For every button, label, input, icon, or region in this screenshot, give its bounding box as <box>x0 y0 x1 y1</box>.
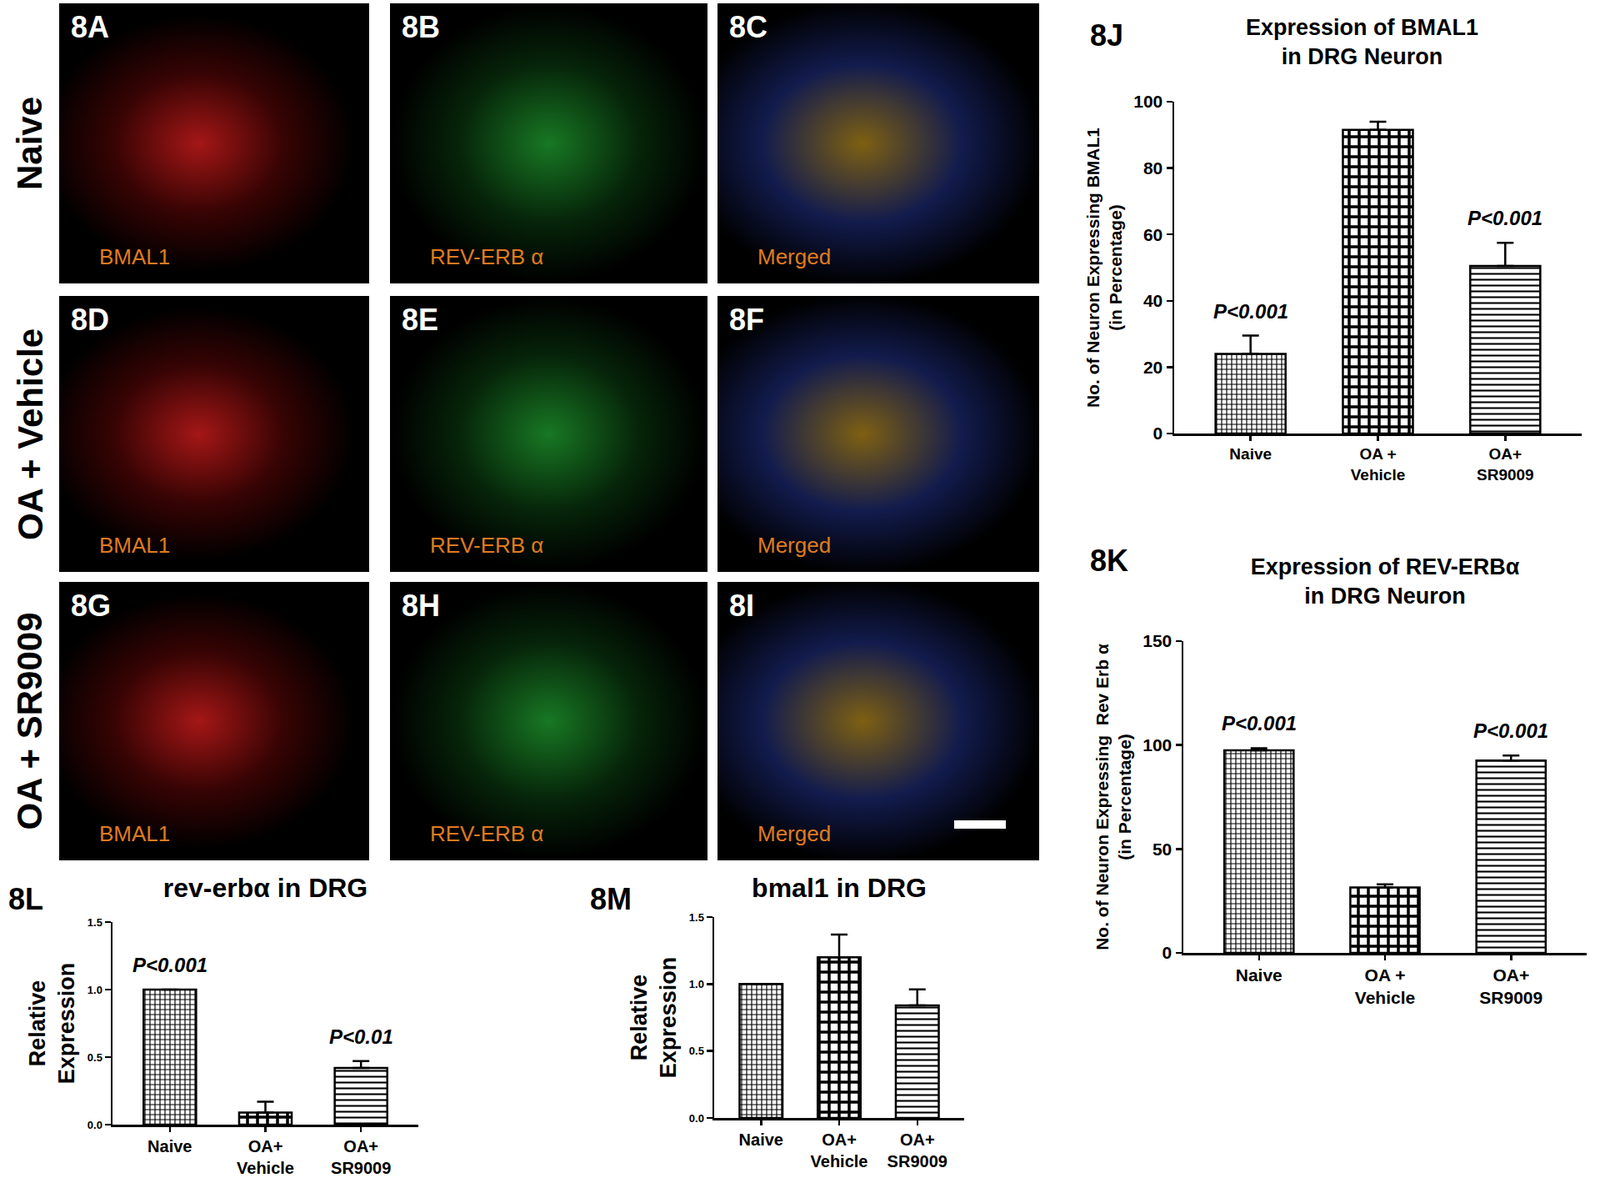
svg-text:No. of Neuron Expressing BMAL1: No. of Neuron Expressing BMAL1(in Percen… <box>1083 127 1125 408</box>
html-text:8I: 8I <box>729 588 755 623</box>
html-text:8G: 8G <box>70 588 111 623</box>
svg-text:0.0: 0.0 <box>87 1118 103 1131</box>
svg-text:P<0.001: P<0.001 <box>1213 300 1289 323</box>
html-text:8F: 8F <box>729 302 765 337</box>
html-text:Merged: Merged <box>757 532 831 558</box>
html-text:BMAL1: BMAL1 <box>99 244 171 270</box>
html-text:8B: 8B <box>401 10 440 45</box>
svg-text:OA +Vehicle: OA +Vehicle <box>1350 445 1406 484</box>
svg-text:OA+Vehicle: OA+Vehicle <box>810 1130 869 1170</box>
svg-text:Naive: Naive <box>739 1130 784 1149</box>
html-text:8J: 8J <box>1090 18 1124 53</box>
svg-text:No. of Neuron Expressing Rev: No. of Neuron Expressing Rev Erb α(in Pe… <box>1092 643 1135 950</box>
svg-text:0: 0 <box>1162 942 1173 962</box>
svg-text:0.0: 0.0 <box>689 1111 705 1125</box>
svg-text:bmal1 in DRG: bmal1 in DRG <box>751 872 927 903</box>
svg-text:1.0: 1.0 <box>87 983 103 996</box>
html-text:REV-ERB α: REV-ERB α <box>430 820 544 846</box>
svg-text:OA+SR9009: OA+SR9009 <box>1476 445 1535 484</box>
svg-text:rev-erbα in DRG: rev-erbα in DRG <box>163 872 369 903</box>
svg-text:Naive: Naive <box>147 1136 192 1155</box>
svg-text:P<0.001: P<0.001 <box>1467 206 1543 230</box>
html-text:8E: 8E <box>401 302 439 337</box>
svg-text:Naive: Naive <box>1235 965 1283 985</box>
svg-text:Naive: Naive <box>1229 445 1272 463</box>
svg-text:OA+Vehicle: OA+Vehicle <box>236 1136 295 1177</box>
svg-text:RelativeExpression: RelativeExpression <box>626 956 681 1079</box>
svg-text:Expression of REV-ERBαin DRG N: Expression of REV-ERBαin DRG Neuron <box>1250 554 1520 609</box>
svg-text:150: 150 <box>1142 630 1172 650</box>
svg-text:40: 40 <box>1143 290 1163 310</box>
html-text:OA + SR9009: OA + SR9009 <box>10 612 50 830</box>
svg-text:P<0.001: P<0.001 <box>1221 711 1297 735</box>
svg-text:1.0: 1.0 <box>689 977 705 990</box>
svg-text:0.5: 0.5 <box>87 1050 103 1064</box>
html-text:BMAL1: BMAL1 <box>99 820 171 846</box>
html-text:OA + Vehicle: OA + Vehicle <box>10 327 50 540</box>
svg-text:100: 100 <box>1142 735 1172 755</box>
html-text:Merged: Merged <box>757 244 831 270</box>
svg-text:OA+SR9009: OA+SR9009 <box>1479 965 1543 1007</box>
html-text:8D: 8D <box>70 302 110 337</box>
svg-text:80: 80 <box>1143 158 1163 178</box>
svg-text:1.5: 1.5 <box>87 915 103 929</box>
svg-text:0: 0 <box>1153 423 1164 443</box>
html-text:8C: 8C <box>729 10 768 45</box>
html-text:REV-ERB α: REV-ERB α <box>430 244 544 270</box>
svg-text:50: 50 <box>1152 839 1172 859</box>
svg-text:P<0.01: P<0.01 <box>329 1025 394 1048</box>
svg-text:RelativeExpression: RelativeExpression <box>25 962 80 1085</box>
html-text:8L: 8L <box>8 881 44 916</box>
svg-text:P<0.001: P<0.001 <box>132 953 208 976</box>
html-text:8K: 8K <box>1090 543 1129 578</box>
html-text:Merged: Merged <box>757 820 831 846</box>
html-text:BMAL1: BMAL1 <box>99 532 171 558</box>
html-text:8A: 8A <box>70 10 110 45</box>
svg-text:60: 60 <box>1143 225 1163 245</box>
svg-text:0.5: 0.5 <box>689 1044 705 1057</box>
html-text:8H: 8H <box>401 588 440 623</box>
svg-text:1.5: 1.5 <box>689 910 705 924</box>
svg-text:20: 20 <box>1143 357 1163 377</box>
svg-text:OA +Vehicle: OA +Vehicle <box>1355 965 1415 1007</box>
html-text:Naive: Naive <box>10 96 50 190</box>
html-text:REV-ERB α: REV-ERB α <box>430 532 544 558</box>
svg-text:P<0.001: P<0.001 <box>1473 719 1549 742</box>
svg-text:100: 100 <box>1133 91 1163 111</box>
svg-text:Expression of BMAL1in DRG Neur: Expression of BMAL1in DRG Neuron <box>1245 15 1479 70</box>
html-text:8M: 8M <box>590 881 632 916</box>
svg-text:OA+SR9009: OA+SR9009 <box>887 1130 948 1170</box>
svg-text:OA+SR9009: OA+SR9009 <box>330 1136 391 1177</box>
